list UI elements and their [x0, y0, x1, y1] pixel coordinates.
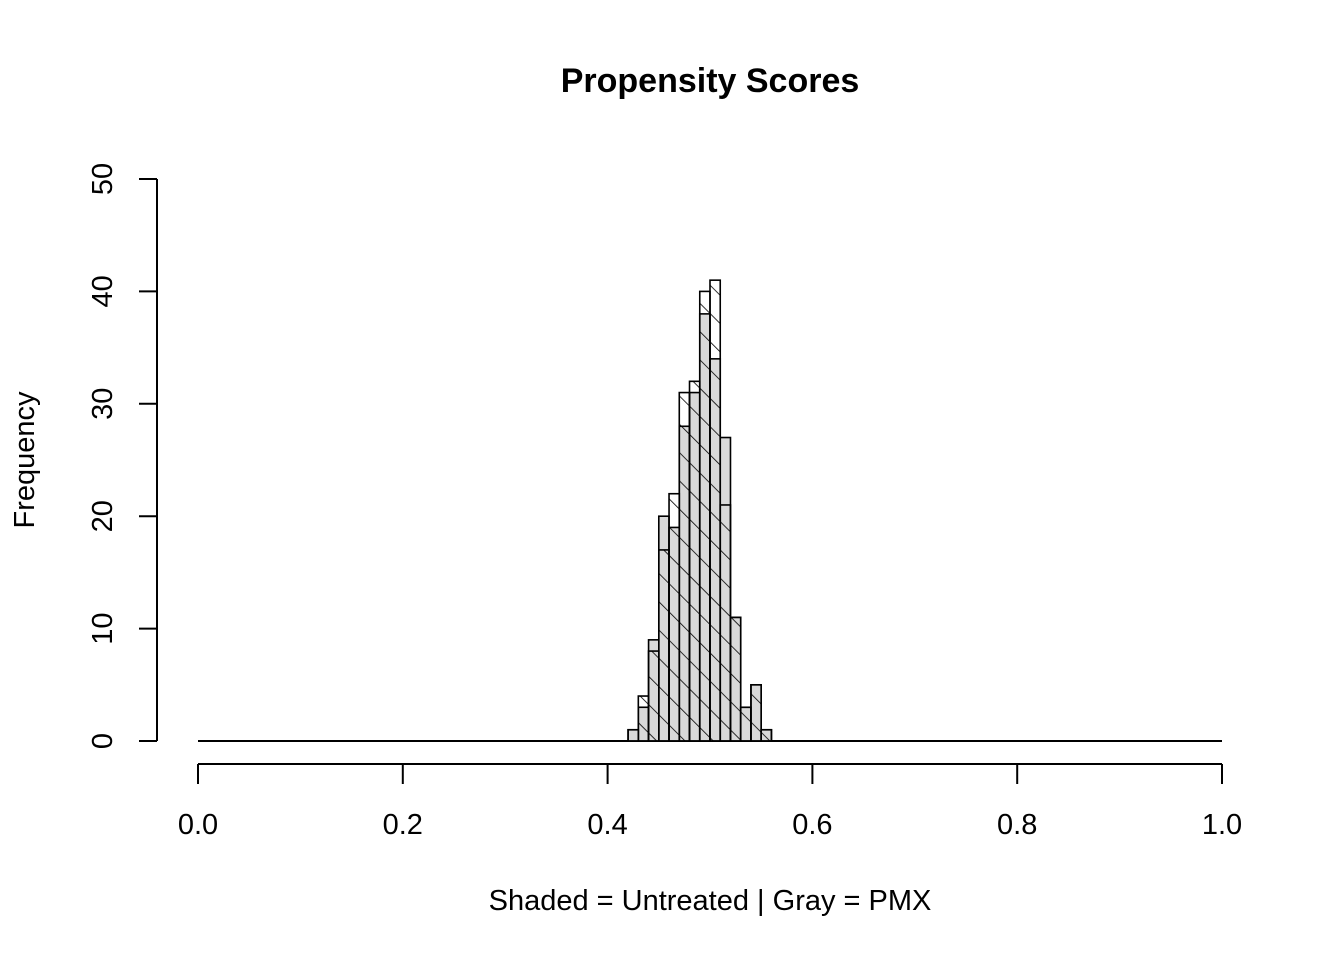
x-tick-label: 0.6 [792, 809, 832, 841]
untreated-bar [688, 380, 701, 742]
untreated-bar [709, 279, 722, 742]
untreated-bar [760, 728, 773, 742]
untreated-bar [647, 650, 660, 742]
untreated-bar [678, 391, 691, 742]
untreated-bar [637, 695, 650, 742]
y-tick-label: 20 [87, 500, 119, 532]
x-tick-label: 0.4 [587, 809, 627, 841]
x-axis: 0.0 0.2 0.4 0.6 0.8 1.0 [178, 763, 1242, 841]
untreated-bar [698, 290, 711, 742]
y-tick-label: 40 [87, 275, 119, 307]
x-tick-label: 1.0 [1202, 809, 1242, 841]
y-axis-label: Frequency [9, 391, 41, 529]
untreated-bar [657, 549, 670, 742]
x-axis-label: Shaded = Untreated | Gray = PMX [489, 885, 932, 917]
y-tick-label: 0 [87, 733, 119, 749]
untreated-bar [627, 728, 640, 742]
untreated-bar [750, 683, 763, 742]
untreated-series [627, 279, 773, 742]
y-tick-label: 10 [87, 612, 119, 644]
chart-title: Propensity Scores [561, 62, 860, 100]
y-axis: 0 10 20 30 40 50 [87, 163, 158, 749]
x-tick-label: 0.0 [178, 809, 218, 841]
y-tick-label: 50 [87, 163, 119, 195]
untreated-bar [719, 504, 732, 742]
untreated-bar [668, 492, 681, 742]
x-tick-label: 0.2 [383, 809, 423, 841]
x-tick-label: 0.8 [997, 809, 1037, 841]
y-tick-label: 30 [87, 388, 119, 420]
untreated-bar [729, 616, 742, 742]
untreated-bar [739, 706, 752, 742]
